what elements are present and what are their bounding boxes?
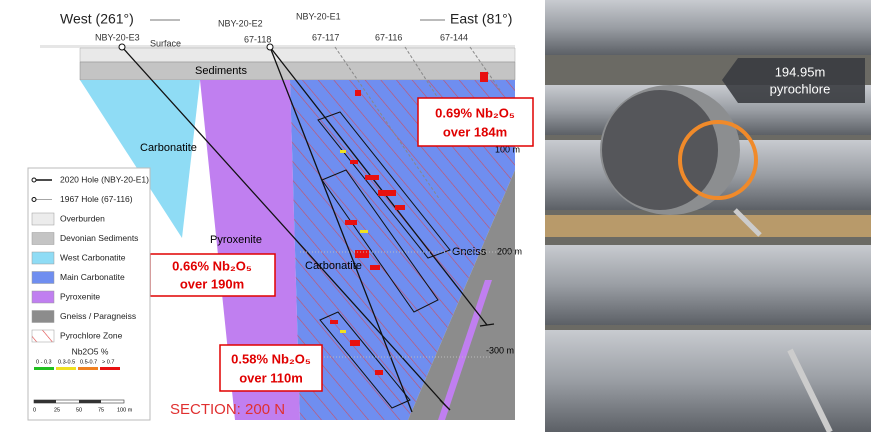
east-label: East (81°) <box>450 11 512 27</box>
legend: 2020 Hole (NBY-20-E1) 1967 Hole (67-116) O… <box>27 167 151 421</box>
hole-label: 67-117 <box>312 32 339 42</box>
depth-label: 200 m <box>497 246 522 256</box>
callout-grade: 0.66% Nb₂O₅ <box>172 258 252 273</box>
grade-label: 0 - 0.3 <box>36 359 52 365</box>
grade-label: > 0.7 <box>102 359 114 365</box>
unit-label: Carbonatite <box>305 260 362 272</box>
callout-length: over 110m <box>239 370 303 385</box>
surface-label: Surface <box>150 38 181 48</box>
scale-label: 75 <box>98 407 104 413</box>
legend-swatch <box>31 329 55 343</box>
legend-swatch <box>31 212 55 226</box>
legend-label: Gneiss / Paragneiss <box>60 311 136 321</box>
hole-label: NBY-20-E1 <box>296 11 341 21</box>
hole-label: NBY-20-E2 <box>218 18 263 28</box>
legend-label: 2020 Hole (NBY-20-E1) <box>60 174 149 184</box>
unit-label: Gneiss <box>452 246 487 258</box>
west-label: West (261°) <box>60 11 134 27</box>
callout-length: over 184m <box>443 124 507 139</box>
section-title: SECTION: 200 N <box>170 401 285 418</box>
legend-swatch <box>31 290 55 304</box>
unit-label: Sediments <box>195 65 247 77</box>
grade-label: 0.5-0.7 <box>80 359 97 365</box>
legend-label: Pyroxenite <box>60 291 100 301</box>
callout-grade: 0.58% Nb₂O₅ <box>231 351 311 366</box>
legend-symbol <box>31 177 37 183</box>
unit-label: Pyroxenite <box>210 234 262 246</box>
legend-label: Pyrochlore Zone <box>60 330 123 340</box>
cross-section: West (261°) East (81°) NBY-20-E3 Surface… <box>27 10 534 421</box>
scale-label: 0 <box>33 407 36 413</box>
callout-grade: 0.69% Nb₂O₅ <box>435 105 515 120</box>
legend-label: 1967 Hole (67-116) <box>60 194 133 204</box>
photo-mineral: pyrochlore <box>770 81 831 96</box>
hole-label: 67-118 <box>244 34 271 44</box>
callout: 0.58% Nb₂O₅ over 110m <box>219 344 323 392</box>
core-photo: 194.95m pyrochlore <box>545 0 871 432</box>
hole-label: 67-116 <box>375 32 402 42</box>
legend-swatch <box>31 251 55 265</box>
hole-label: 67-144 <box>440 32 468 42</box>
legend-symbol <box>31 197 37 202</box>
scale-label: 50 <box>76 407 82 413</box>
scale-label: 100 m <box>117 407 133 413</box>
depth-label: -300 m <box>486 345 514 355</box>
callout: 0.69% Nb₂O₅ over 184m <box>417 97 534 147</box>
photo-depth: 194.95m <box>775 64 826 79</box>
hole-label: NBY-20-E3 <box>95 32 140 42</box>
legend-label: Devonian Sediments <box>60 233 138 243</box>
depth-label: 100 m <box>495 144 520 154</box>
unit-label: Carbonatite <box>140 142 197 154</box>
callout: 0.66% Nb₂O₅ over 190m <box>149 253 276 297</box>
legend-swatch <box>31 232 55 245</box>
legend-label: Overburden <box>60 213 105 223</box>
grade-label: 0.3-0.5 <box>58 359 75 365</box>
scale-label: 25 <box>54 407 60 413</box>
legend-swatch <box>31 310 55 323</box>
legend-label: Main Carbonatite <box>60 272 125 282</box>
legend-title: Nb2O5 % <box>72 346 109 356</box>
legend-swatch <box>31 271 55 284</box>
legend-label: West Carbonatite <box>60 252 126 262</box>
callout-length: over 190m <box>180 276 244 291</box>
